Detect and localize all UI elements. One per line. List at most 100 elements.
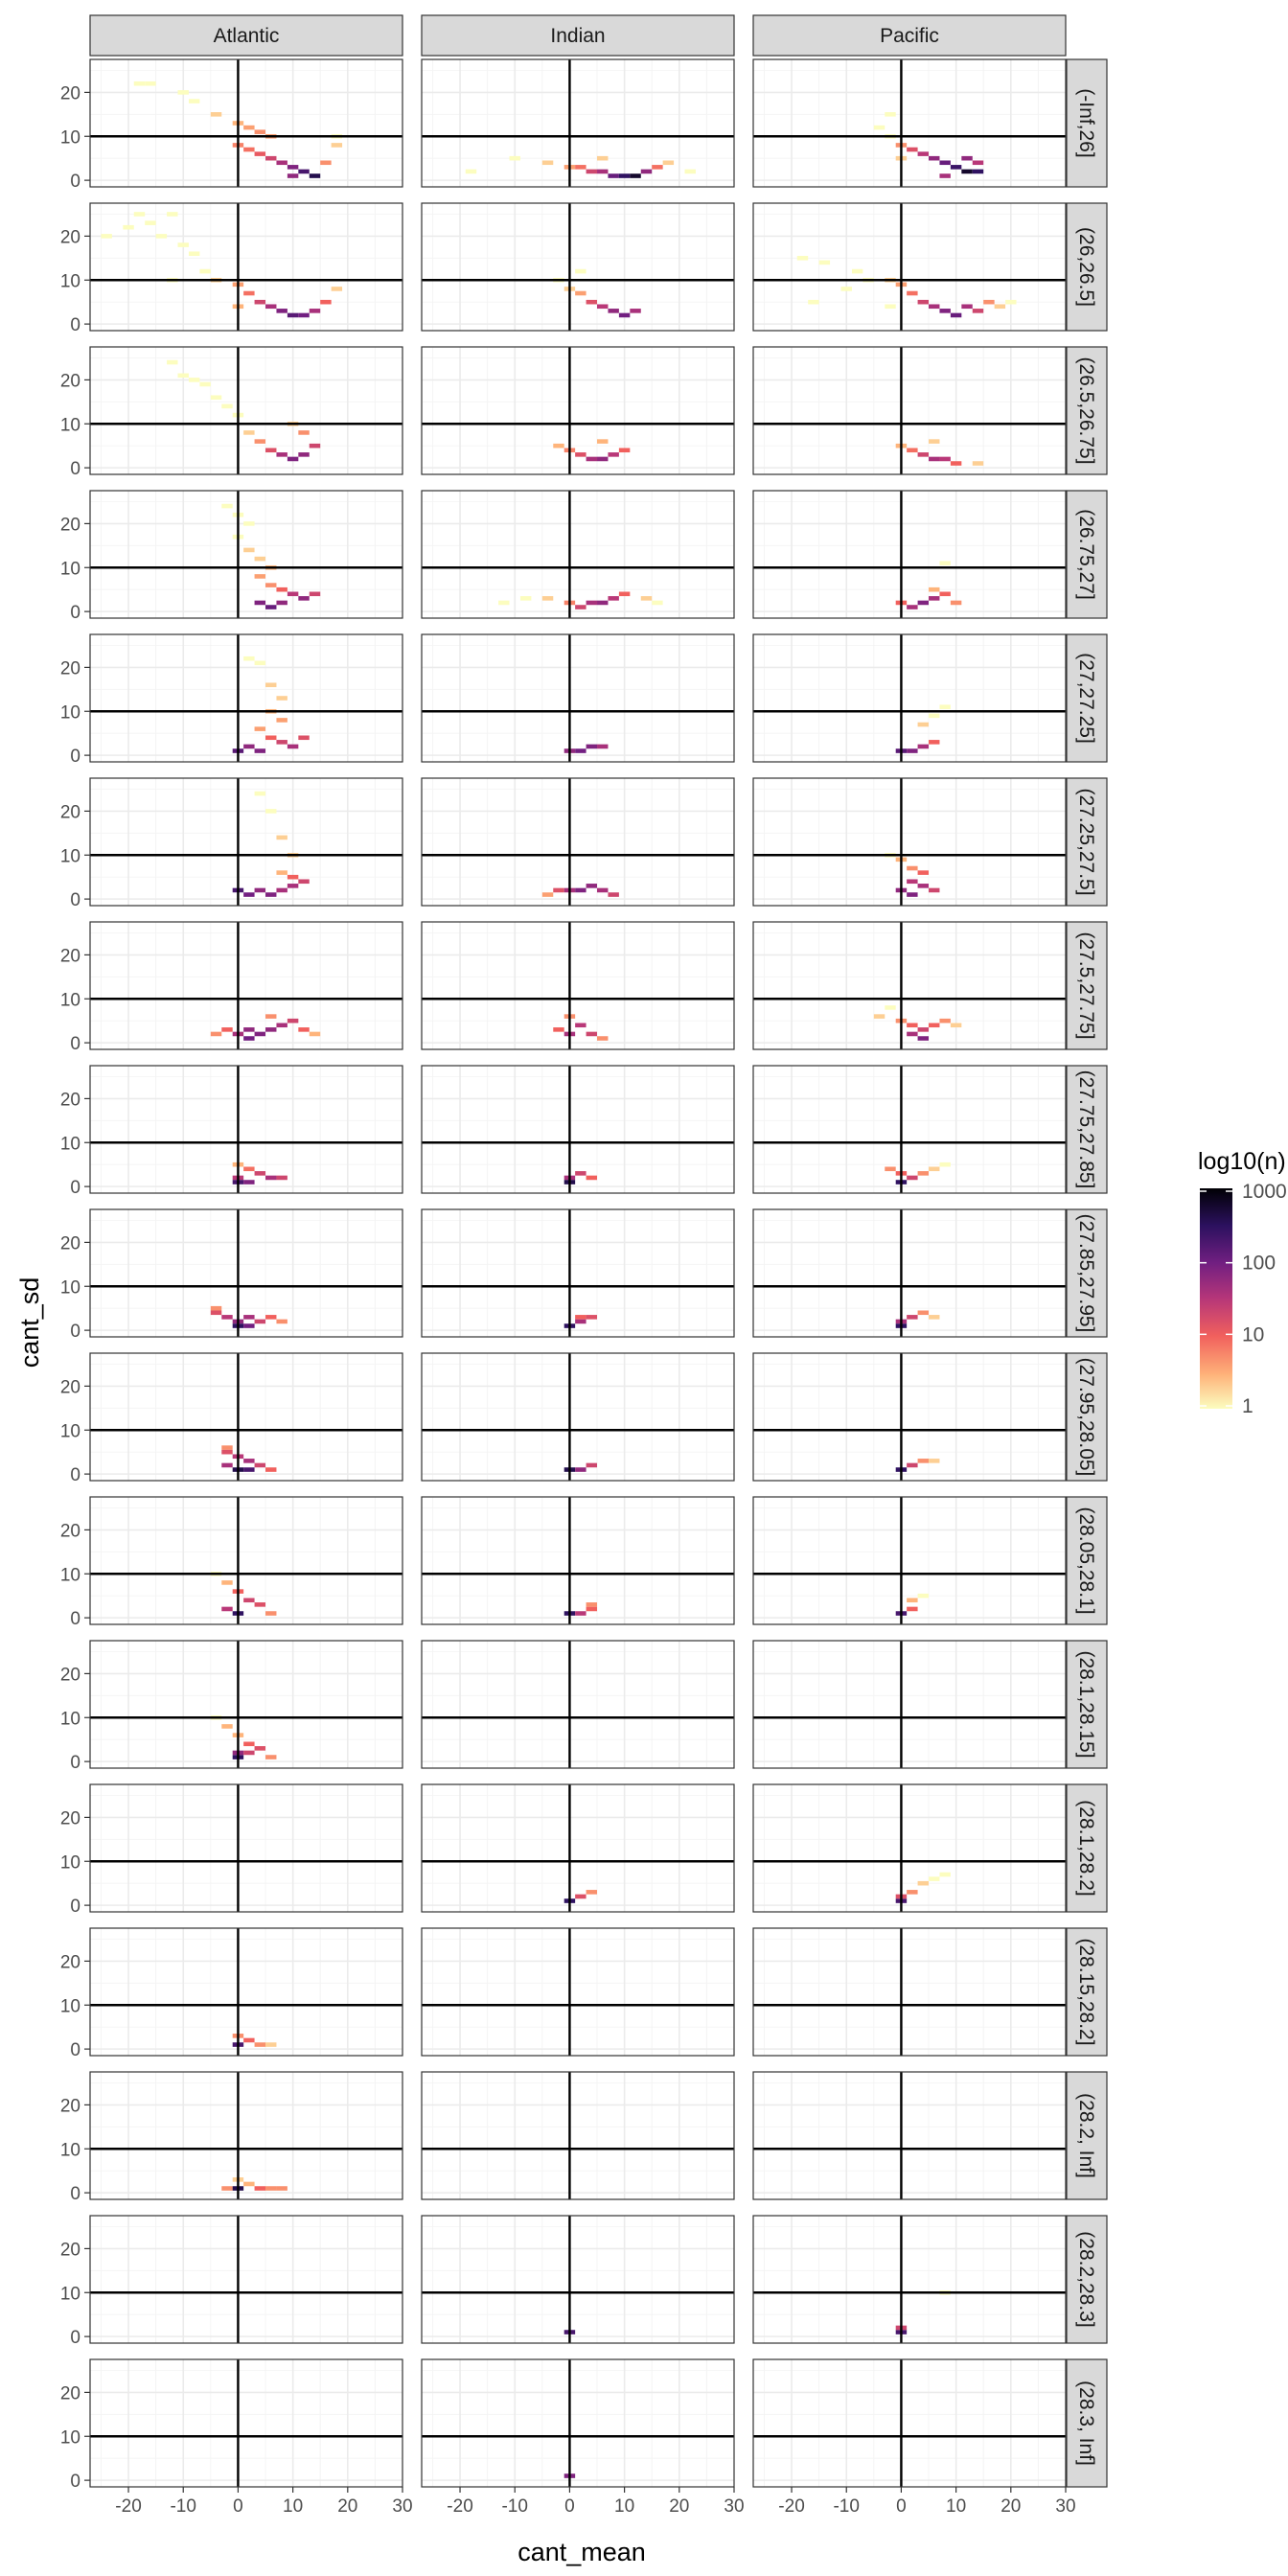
x-tick-label: 30 [392,2496,412,2517]
heatmap-bin [254,439,266,444]
panel-border [421,2358,735,2488]
heatmap-bin [907,879,918,885]
y-tick-label: 20 [60,1377,80,1397]
panel-border [89,1065,403,1194]
heatmap-bin [177,242,189,247]
panel-border [89,777,403,907]
row-strip-27.95-28.05: (27.95,28.05] [1066,1352,1108,1482]
panel-background [90,1497,402,1624]
heatmap-bin [950,600,962,606]
heatmap-bin [917,884,930,888]
x-tick-label: 10 [946,2496,966,2517]
legend: log10(n) 1 10 100 1000 [1198,1148,1287,1417]
heatmap-bin [188,378,200,382]
panel-background [90,2216,402,2343]
heatmap-bin [939,591,951,597]
heatmap-bin [309,309,321,313]
panel-border [421,1927,735,2057]
heatmap-bin [265,605,277,610]
heatmap-bin [907,147,918,152]
heatmap-bin [939,704,951,709]
heatmap-bin [298,312,310,318]
panel-pacific-26-26.5 [752,202,1067,332]
heatmap-bin [961,155,973,161]
heatmap-bin [575,748,586,753]
y-tick-label: 0 [70,459,80,479]
heatmap-bin [509,155,520,161]
x-tick-label: 10 [614,2496,634,2517]
y-tick-label: 10 [60,702,80,723]
panel-pacific-27.5-27.75 [752,921,1067,1050]
col-strip-atlantic: Atlantic [89,14,403,57]
heatmap-bin [917,151,930,156]
heatmap-bin [917,870,930,875]
panel-border [752,1496,1067,1625]
heatmap-bin [553,887,564,893]
heatmap-bin [167,212,178,217]
heatmap-bin [210,112,222,117]
heatmap-bin [586,1315,598,1320]
heatmap-bin [818,260,831,265]
panel-border [752,2215,1067,2344]
legend-title: log10(n) [1198,1148,1286,1175]
y-tick-label: 20 [60,515,80,535]
heatmap-bin [243,1459,255,1463]
heatmap-bin [907,892,918,897]
heatmap-bin [575,1171,586,1176]
y-tick-label: 20 [60,658,80,678]
y-tick-label: 0 [70,2472,80,2492]
heatmap-bin [575,165,586,170]
heatmap-bin [1005,299,1017,305]
y-tick-label: 20 [60,83,80,104]
panel-atlantic-28.2-28.3 [89,2215,403,2344]
heatmap-bin [575,1611,586,1616]
y-tick-label: 10 [60,2140,80,2160]
y-tick-label: 10 [60,1277,80,1298]
y-tick-label: 0 [70,603,80,623]
heatmap-bin [597,600,609,606]
heatmap-bin [950,312,962,318]
heatmap-bin [210,1031,222,1037]
panel-border [89,1927,403,2057]
heatmap-bin [917,1880,930,1886]
panel-background [753,491,1066,618]
heatmap-bin [907,1023,918,1028]
heatmap-bin [254,791,266,796]
heatmap-bin [287,173,299,178]
heatmap-bin [210,1310,222,1316]
heatmap-bin [907,1462,918,1468]
heatmap-bin [684,169,696,174]
heatmap-bin [618,591,631,597]
heatmap-bin [298,879,310,885]
heatmap-bin [939,456,951,462]
heatmap-bin [133,212,146,217]
heatmap-bin [597,744,609,749]
row-strip-inf-26: (-Inf,26] [1066,58,1108,188]
row-strip-label: (27.75,27.85] [1075,1070,1097,1189]
col-strip-indian: Indian [421,14,735,57]
heatmap-bin [917,452,930,457]
panel-atlantic-27.85-27.95 [89,1208,403,1338]
heatmap-bin [243,521,255,526]
heatmap-bin [309,173,321,178]
heatmap-bin [210,395,222,401]
heatmap-bin [917,1310,930,1316]
panel-background [753,203,1066,331]
panel-indian-26-26.5 [421,202,735,332]
panel-border [752,202,1067,332]
heatmap-bin [298,735,310,741]
panel-background [90,1928,402,2056]
panel-border [752,633,1067,763]
heatmap-bin [917,1593,930,1598]
heatmap-bin [885,304,896,310]
row-strip-label: (27.95,28.05] [1075,1358,1097,1477]
panel-background [753,922,1066,1049]
heatmap-bin [972,461,984,466]
heatmap-bin [575,1894,586,1899]
heatmap-bin [177,373,189,379]
heatmap-bin [243,2181,255,2187]
row-strip-label: (28.05,28.1] [1075,1506,1097,1614]
y-tick-label: 0 [70,1322,80,1342]
col-strip-label: Pacific [880,25,939,47]
panel-indian-27.95-28.05 [421,1352,735,1482]
